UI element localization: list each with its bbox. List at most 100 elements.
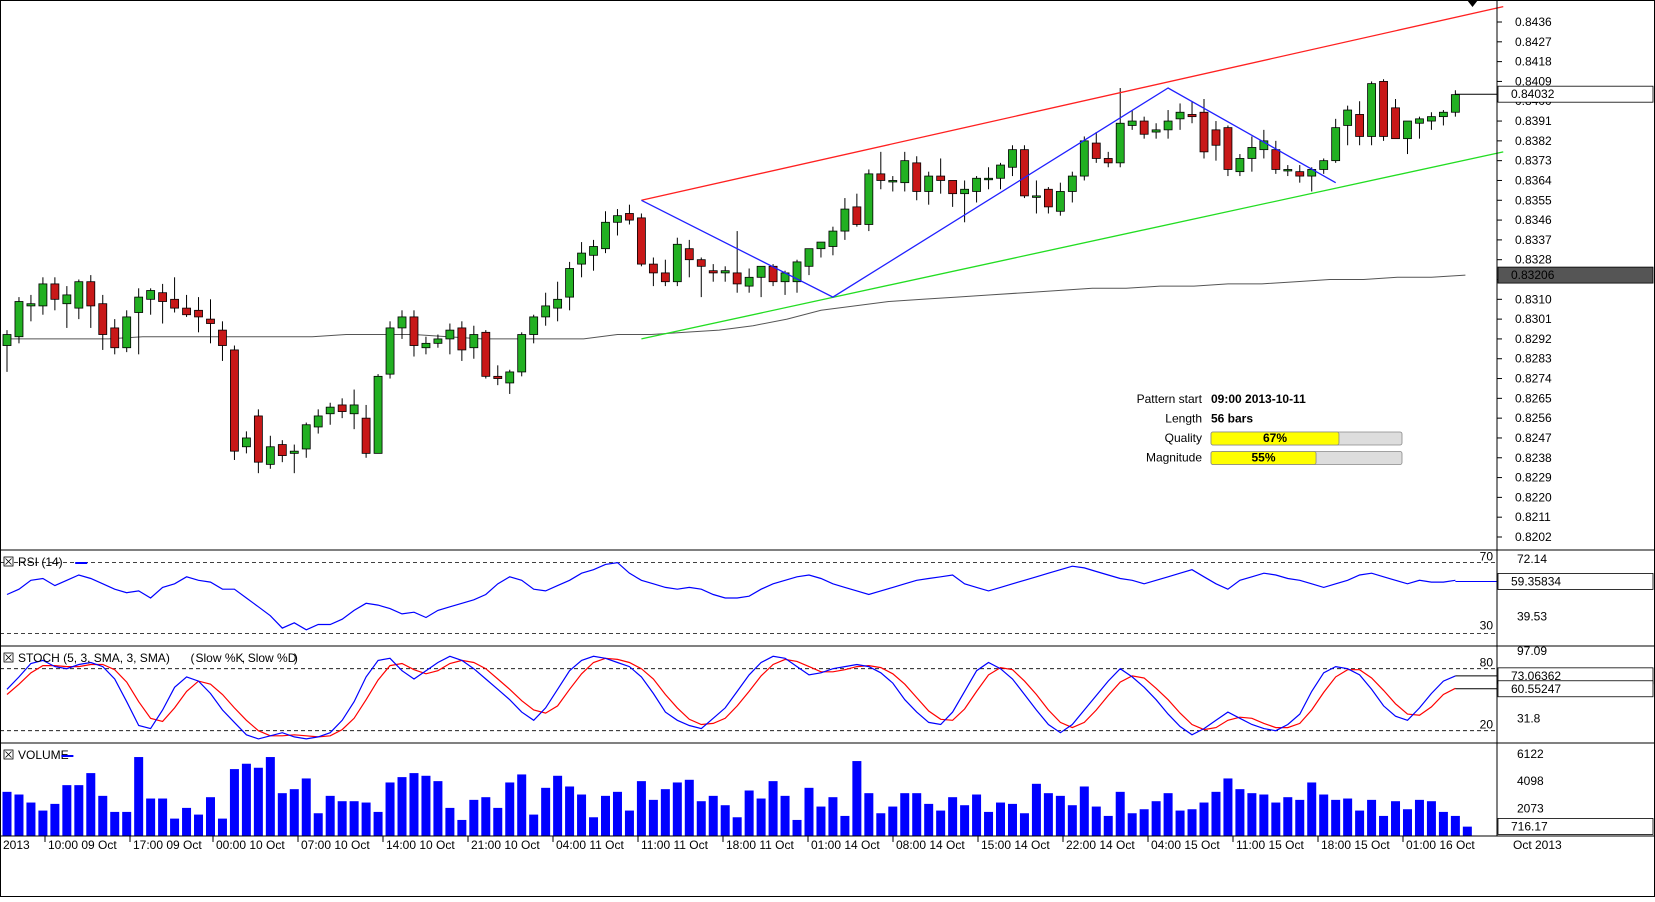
candle-up [301,424,311,450]
price-tick-label: 0.8247 [1515,431,1552,445]
stoch-title: STOCH (5, 3, SMA, 3, SMA) [18,651,170,665]
volume-bar [1127,813,1137,836]
volume-bar [852,761,862,836]
candle-up [2,334,12,346]
volume-bar [469,799,479,836]
volume-bar [1414,799,1424,836]
pattern-end-marker [1467,0,1478,7]
volume-bar [948,797,958,836]
volume-bar [541,787,551,836]
volume-bar [972,794,982,836]
volume-bar [792,819,802,836]
volume-bar [134,757,144,836]
volume-bar [1438,811,1448,836]
candle-up [1235,158,1245,173]
volume-bar [241,763,251,836]
time-tick-label: 08:00 14 Oct [896,838,965,852]
volume-bar [1151,801,1161,836]
rsi-tick-label: 39.53 [1517,610,1547,624]
time-tick-label: 04:00 15 Oct [1151,838,1220,852]
candle-up [385,327,395,375]
time-tick-label: 18:00 11 Oct [726,838,794,852]
volume-bar [86,773,96,836]
price-tick-label: 0.8211 [1515,510,1551,524]
rsi-last-label: 59.35834 [1511,574,1561,588]
volume-bar [445,807,455,836]
candle-up [553,298,563,309]
volume-bar [589,817,599,836]
volume-bar [325,795,335,836]
candle-down [660,272,670,283]
volume-bar [505,782,515,836]
price-tick-label: 0.8283 [1515,352,1552,366]
volume-bar [385,782,395,836]
volume-bar [840,815,850,836]
candle-up [14,301,24,338]
time-tick-label: 18:00 15 Oct [1321,838,1390,852]
volume-bar [529,814,539,836]
volume-bar [864,793,874,836]
candle-up [1115,122,1125,164]
last-price-label-box [1497,85,1654,103]
candle-up [900,160,910,184]
close-icon [5,751,12,758]
rsi-line [6,561,1456,631]
price-tick-label: 0.8373 [1515,154,1552,168]
volume-bar [170,818,180,836]
volume-bar [194,814,204,836]
candle-up [74,281,84,309]
candle-up [26,303,36,307]
candle-up [1427,116,1436,122]
candle-up [1415,118,1424,124]
pattern-zigzag-line [641,87,1337,298]
candle-up [433,338,443,344]
stoch-level-label: 20 [1480,718,1494,732]
candle-up [62,294,72,305]
candle-up [972,177,981,192]
price-tick-label: 0.8436 [1515,15,1552,29]
pattern-info-bar-fill [1210,431,1340,446]
candle-up [1367,83,1376,137]
time-tick-label: Oct 2013 [1513,838,1562,852]
volume-bar [672,782,682,836]
volume-bar [253,767,263,836]
channel-support-line [641,151,1504,340]
volume-bar [265,757,275,836]
volume-bar [684,779,694,836]
volume-bar [1115,791,1125,836]
volume-bar [660,789,670,836]
time-tick-label: 00:00 10 Oct [216,838,285,852]
pattern-info-value: 56 bars [1211,412,1253,426]
candle-up [1163,120,1173,131]
volume-bar [217,818,227,836]
stoch-legend-item: Slow %D [248,651,297,665]
candle-down [230,349,239,452]
candle-down [98,303,108,335]
candle-down [708,270,718,274]
candle-up [541,305,551,318]
candle-up [816,241,826,250]
volume-bar [397,777,407,836]
candle-up [1151,129,1161,133]
candle-up [241,437,251,448]
volume-bar [1079,786,1089,836]
candle-up [1079,140,1089,177]
price-tick-label: 0.8337 [1515,233,1552,247]
stoch-d-label: 60.55247 [1511,682,1561,696]
rsi-last-label-box [1497,573,1654,590]
price-tick-label: 0.8418 [1515,55,1552,69]
stoch-k-line [6,655,1456,740]
time-tick-label: 17:00 09 Oct [133,838,202,852]
stoch-k-label: 73.06362 [1511,669,1561,683]
candle-up [1259,140,1269,151]
volume-bar [1391,801,1401,836]
volume-bar [14,794,24,836]
volume-bar [996,802,1006,836]
pattern-info-value: 09:00 2013-10-11 [1211,392,1306,406]
volume-bar [1223,778,1233,836]
price-tick-label: 0.8355 [1515,193,1552,207]
candle-down [1391,107,1400,140]
candle-up [1343,109,1353,126]
price-tick-label: 0.8256 [1515,411,1552,425]
volume-bar [481,797,491,836]
